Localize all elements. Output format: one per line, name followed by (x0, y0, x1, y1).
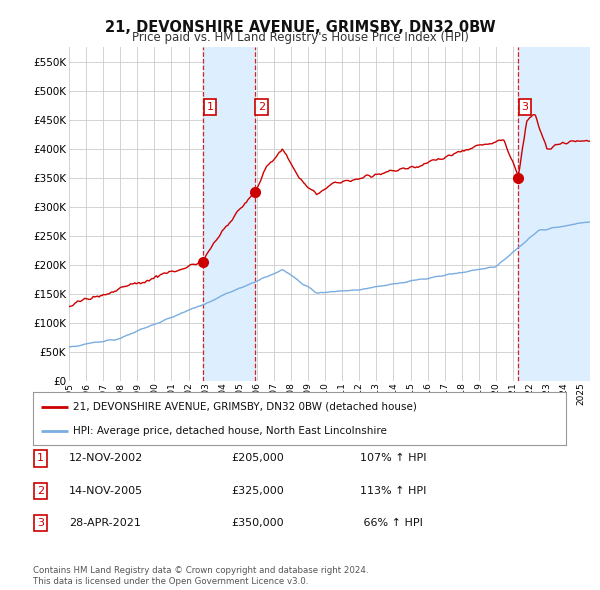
Text: 21, DEVONSHIRE AVENUE, GRIMSBY, DN32 0BW: 21, DEVONSHIRE AVENUE, GRIMSBY, DN32 0BW (104, 20, 496, 35)
Text: 2: 2 (37, 486, 44, 496)
Text: 3: 3 (521, 102, 529, 112)
Text: 2: 2 (257, 102, 265, 112)
Text: Contains HM Land Registry data © Crown copyright and database right 2024.: Contains HM Land Registry data © Crown c… (33, 566, 368, 575)
Text: £350,000: £350,000 (231, 519, 284, 528)
Text: Price paid vs. HM Land Registry's House Price Index (HPI): Price paid vs. HM Land Registry's House … (131, 31, 469, 44)
Text: 66% ↑ HPI: 66% ↑ HPI (360, 519, 423, 528)
Text: This data is licensed under the Open Government Licence v3.0.: This data is licensed under the Open Gov… (33, 577, 308, 586)
Text: 3: 3 (37, 519, 44, 528)
Text: 28-APR-2021: 28-APR-2021 (69, 519, 141, 528)
Text: £205,000: £205,000 (231, 454, 284, 463)
Text: HPI: Average price, detached house, North East Lincolnshire: HPI: Average price, detached house, Nort… (73, 426, 387, 436)
Text: £325,000: £325,000 (231, 486, 284, 496)
Text: 113% ↑ HPI: 113% ↑ HPI (360, 486, 427, 496)
Text: 21, DEVONSHIRE AVENUE, GRIMSBY, DN32 0BW (detached house): 21, DEVONSHIRE AVENUE, GRIMSBY, DN32 0BW… (73, 402, 417, 412)
Bar (203, 47, 254, 381)
Text: 1: 1 (206, 102, 214, 112)
Text: 14-NOV-2005: 14-NOV-2005 (69, 486, 143, 496)
Text: 107% ↑ HPI: 107% ↑ HPI (360, 454, 427, 463)
Text: 12-NOV-2002: 12-NOV-2002 (69, 454, 143, 463)
Bar (518, 47, 590, 381)
Text: 1: 1 (37, 454, 44, 463)
